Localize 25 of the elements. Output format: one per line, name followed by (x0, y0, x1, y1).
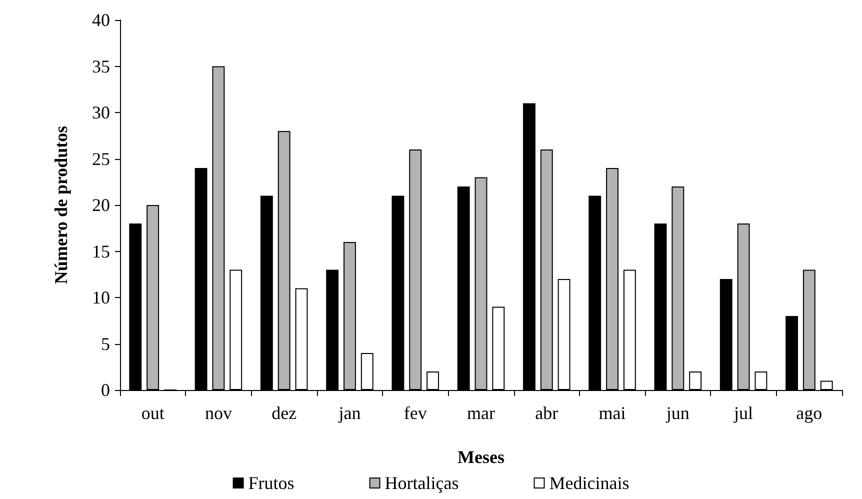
x-tick-label: jul (733, 403, 754, 423)
legend-label: Medicinais (549, 473, 630, 493)
x-tick-label: nov (204, 403, 232, 423)
y-tick-label: 15 (92, 241, 110, 262)
y-tick-label: 30 (92, 102, 110, 122)
y-tick-label: 40 (92, 10, 110, 30)
legend-label: Frutos (248, 473, 294, 493)
x-tick-label: mar (467, 403, 495, 423)
x-tick-label: abr (535, 403, 558, 423)
x-tick-label: fev (404, 403, 427, 423)
x-tick-label: ago (796, 403, 822, 423)
y-axis-title: Número de produtos (51, 126, 71, 284)
y-tick-label: 0 (101, 380, 110, 400)
y-tick-label: 5 (101, 334, 110, 354)
y-tick-label: 35 (92, 56, 110, 76)
y-tick-label: 10 (92, 288, 110, 308)
legend-label: Hortaliças (384, 473, 459, 493)
x-tick-label: jan (338, 403, 361, 423)
y-tick-label: 25 (92, 148, 110, 169)
y-tick-label: 20 (92, 195, 110, 215)
x-tick-label: jun (665, 403, 690, 423)
x-axis-title: Meses (458, 447, 504, 467)
x-tick-label: dez (272, 403, 297, 423)
x-tick-label: out (141, 403, 164, 423)
x-tick-label: mai (598, 403, 626, 423)
